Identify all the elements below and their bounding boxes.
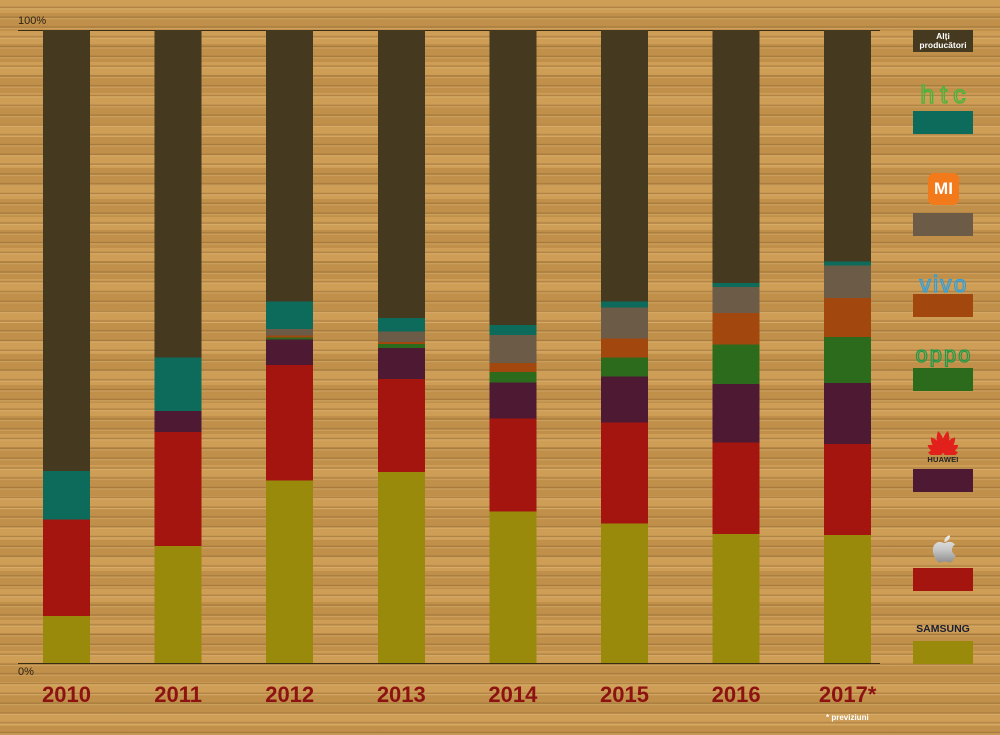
legend: Alți producători htc MI vivo oppo HUAWEI bbox=[913, 0, 973, 735]
bar-segment-xiaomi-2017 bbox=[824, 265, 872, 298]
bar-segment-samsung-2013 bbox=[377, 471, 425, 663]
bar-segment-xiaomi-2015 bbox=[601, 307, 648, 339]
xiaomi-logo-icon: MI bbox=[928, 173, 959, 205]
legend-swatch-xiaomi bbox=[913, 213, 973, 236]
bar-segment-xiaomi-2012 bbox=[266, 328, 314, 336]
bar-segment-htc-2016 bbox=[712, 283, 760, 287]
bar-segment-huawei-2014 bbox=[489, 382, 537, 419]
bar-segment-htc-2015 bbox=[601, 301, 648, 308]
x-tick-label-2012: 2012 bbox=[265, 682, 315, 707]
bar-segment-apple-2017 bbox=[824, 443, 872, 536]
bar-segment-other-manufacturers-2017 bbox=[824, 30, 872, 262]
bar-segment-huawei-2015 bbox=[601, 376, 648, 423]
bar-segment-oppo-2015 bbox=[601, 357, 648, 377]
vivo-logo: vivo bbox=[919, 270, 969, 297]
bar-segment-other-manufacturers-2012 bbox=[266, 30, 314, 302]
samsung-logo: SAMSUNG bbox=[916, 623, 970, 635]
bar-segment-apple-2016 bbox=[712, 442, 760, 534]
x-tick-label-2015: 2015 bbox=[600, 682, 649, 707]
bar-segment-vivo-2013 bbox=[377, 342, 425, 344]
bar-segment-other-manufacturers-2014 bbox=[489, 30, 537, 325]
xiaomi-logo-text: MI bbox=[934, 179, 953, 198]
bar-segment-samsung-2010 bbox=[43, 616, 90, 663]
x-tick-label-2013: 2013 bbox=[376, 682, 426, 707]
bar-segment-htc-2017 bbox=[824, 261, 872, 266]
bar-segment-samsung-2012 bbox=[266, 480, 314, 663]
legend-swatch-apple bbox=[913, 568, 973, 591]
legend-label-other-manufacturers: Alți producători bbox=[919, 31, 967, 50]
bar-segment-samsung-2016 bbox=[712, 533, 760, 663]
bar-segment-vivo-2015 bbox=[601, 338, 648, 358]
bar-segment-samsung-2015 bbox=[601, 523, 648, 663]
oppo-logo: oppo bbox=[915, 341, 973, 367]
bar-segment-oppo-2017 bbox=[824, 337, 872, 384]
legend-swatch-oppo bbox=[913, 368, 973, 391]
x-tick-label-2014: 2014 bbox=[488, 682, 538, 707]
legend-swatch-htc bbox=[913, 111, 973, 134]
bar-segment-oppo-2016 bbox=[712, 344, 760, 384]
bar-segment-huawei-2017 bbox=[824, 383, 872, 444]
bar-segment-other-manufacturers-2015 bbox=[601, 30, 648, 302]
legend-swatch-samsung bbox=[913, 641, 973, 664]
huawei-logo-icon bbox=[927, 431, 959, 455]
bar-segment-oppo-2012 bbox=[266, 337, 314, 340]
bar-segment-apple-2015 bbox=[601, 422, 648, 524]
bar-segment-xiaomi-2014 bbox=[489, 335, 537, 363]
baseline-axis-line bbox=[18, 663, 880, 664]
bar-segment-xiaomi-2016 bbox=[712, 287, 760, 313]
x-tick-label-2017: 2017* bbox=[818, 682, 877, 707]
legend-swatch-huawei bbox=[913, 469, 973, 492]
bar-segment-other-manufacturers-2016 bbox=[712, 30, 760, 284]
bar-segment-huawei-2016 bbox=[712, 383, 760, 443]
bar-segment-vivo-2016 bbox=[712, 312, 760, 345]
huawei-petal bbox=[941, 431, 950, 454]
bar-segment-vivo-2017 bbox=[824, 297, 872, 338]
bar-segment-htc-2012 bbox=[266, 301, 314, 329]
bar-segment-htc-2011 bbox=[154, 357, 202, 412]
y-tick-label-100: 100% bbox=[18, 15, 47, 27]
x-tick-label-2011: 2011 bbox=[154, 682, 202, 707]
huawei-petals bbox=[927, 431, 959, 455]
bar-segment-htc-2014 bbox=[489, 324, 537, 336]
bar-segment-apple-2010 bbox=[43, 519, 90, 617]
bar-segment-samsung-2011 bbox=[154, 545, 202, 663]
bar-segment-other-manufacturers-2011 bbox=[154, 30, 202, 358]
bar-segment-vivo-2014 bbox=[489, 362, 537, 372]
huawei-logo-text: HUAWEI bbox=[927, 455, 959, 464]
bar-segment-other-manufacturers-2013 bbox=[377, 30, 425, 319]
bar-segment-huawei-2011 bbox=[154, 411, 202, 432]
bar-segment-other-manufacturers-2010 bbox=[43, 30, 90, 472]
bar-segment-samsung-2014 bbox=[489, 511, 537, 663]
htc-logo: htc bbox=[920, 80, 972, 109]
bar-segment-oppo-2014 bbox=[489, 371, 537, 383]
bar-segment-samsung-2017 bbox=[824, 535, 872, 663]
legend-swatch-vivo bbox=[913, 294, 973, 317]
bar-segment-vivo-2012 bbox=[266, 335, 314, 338]
bar-segment-htc-2010 bbox=[43, 471, 90, 520]
bar-segment-apple-2013 bbox=[377, 378, 425, 472]
apple-logo-icon bbox=[932, 535, 956, 563]
legend-swatch-other-manufacturers: Alți producători bbox=[913, 30, 973, 52]
top-axis-line bbox=[18, 30, 880, 31]
bar-segment-xiaomi-2013 bbox=[377, 331, 425, 343]
x-tick-label-2010: 2010 bbox=[42, 682, 91, 707]
bar-segment-htc-2013 bbox=[377, 318, 425, 332]
bar-segment-apple-2014 bbox=[489, 418, 537, 512]
bar-segment-oppo-2013 bbox=[377, 343, 425, 348]
bar-segment-apple-2012 bbox=[266, 364, 314, 481]
bar-segment-huawei-2013 bbox=[377, 347, 425, 379]
bar-segment-huawei-2012 bbox=[266, 339, 314, 365]
apple-logo-shape bbox=[932, 535, 956, 563]
x-tick-label-2016: 2016 bbox=[711, 682, 761, 707]
bar-segment-apple-2011 bbox=[154, 431, 202, 546]
footnote: * previziuni bbox=[826, 713, 869, 722]
huawei-petal bbox=[943, 449, 958, 455]
y-tick-label-0: 0% bbox=[18, 666, 34, 678]
huawei-petal bbox=[928, 449, 943, 455]
